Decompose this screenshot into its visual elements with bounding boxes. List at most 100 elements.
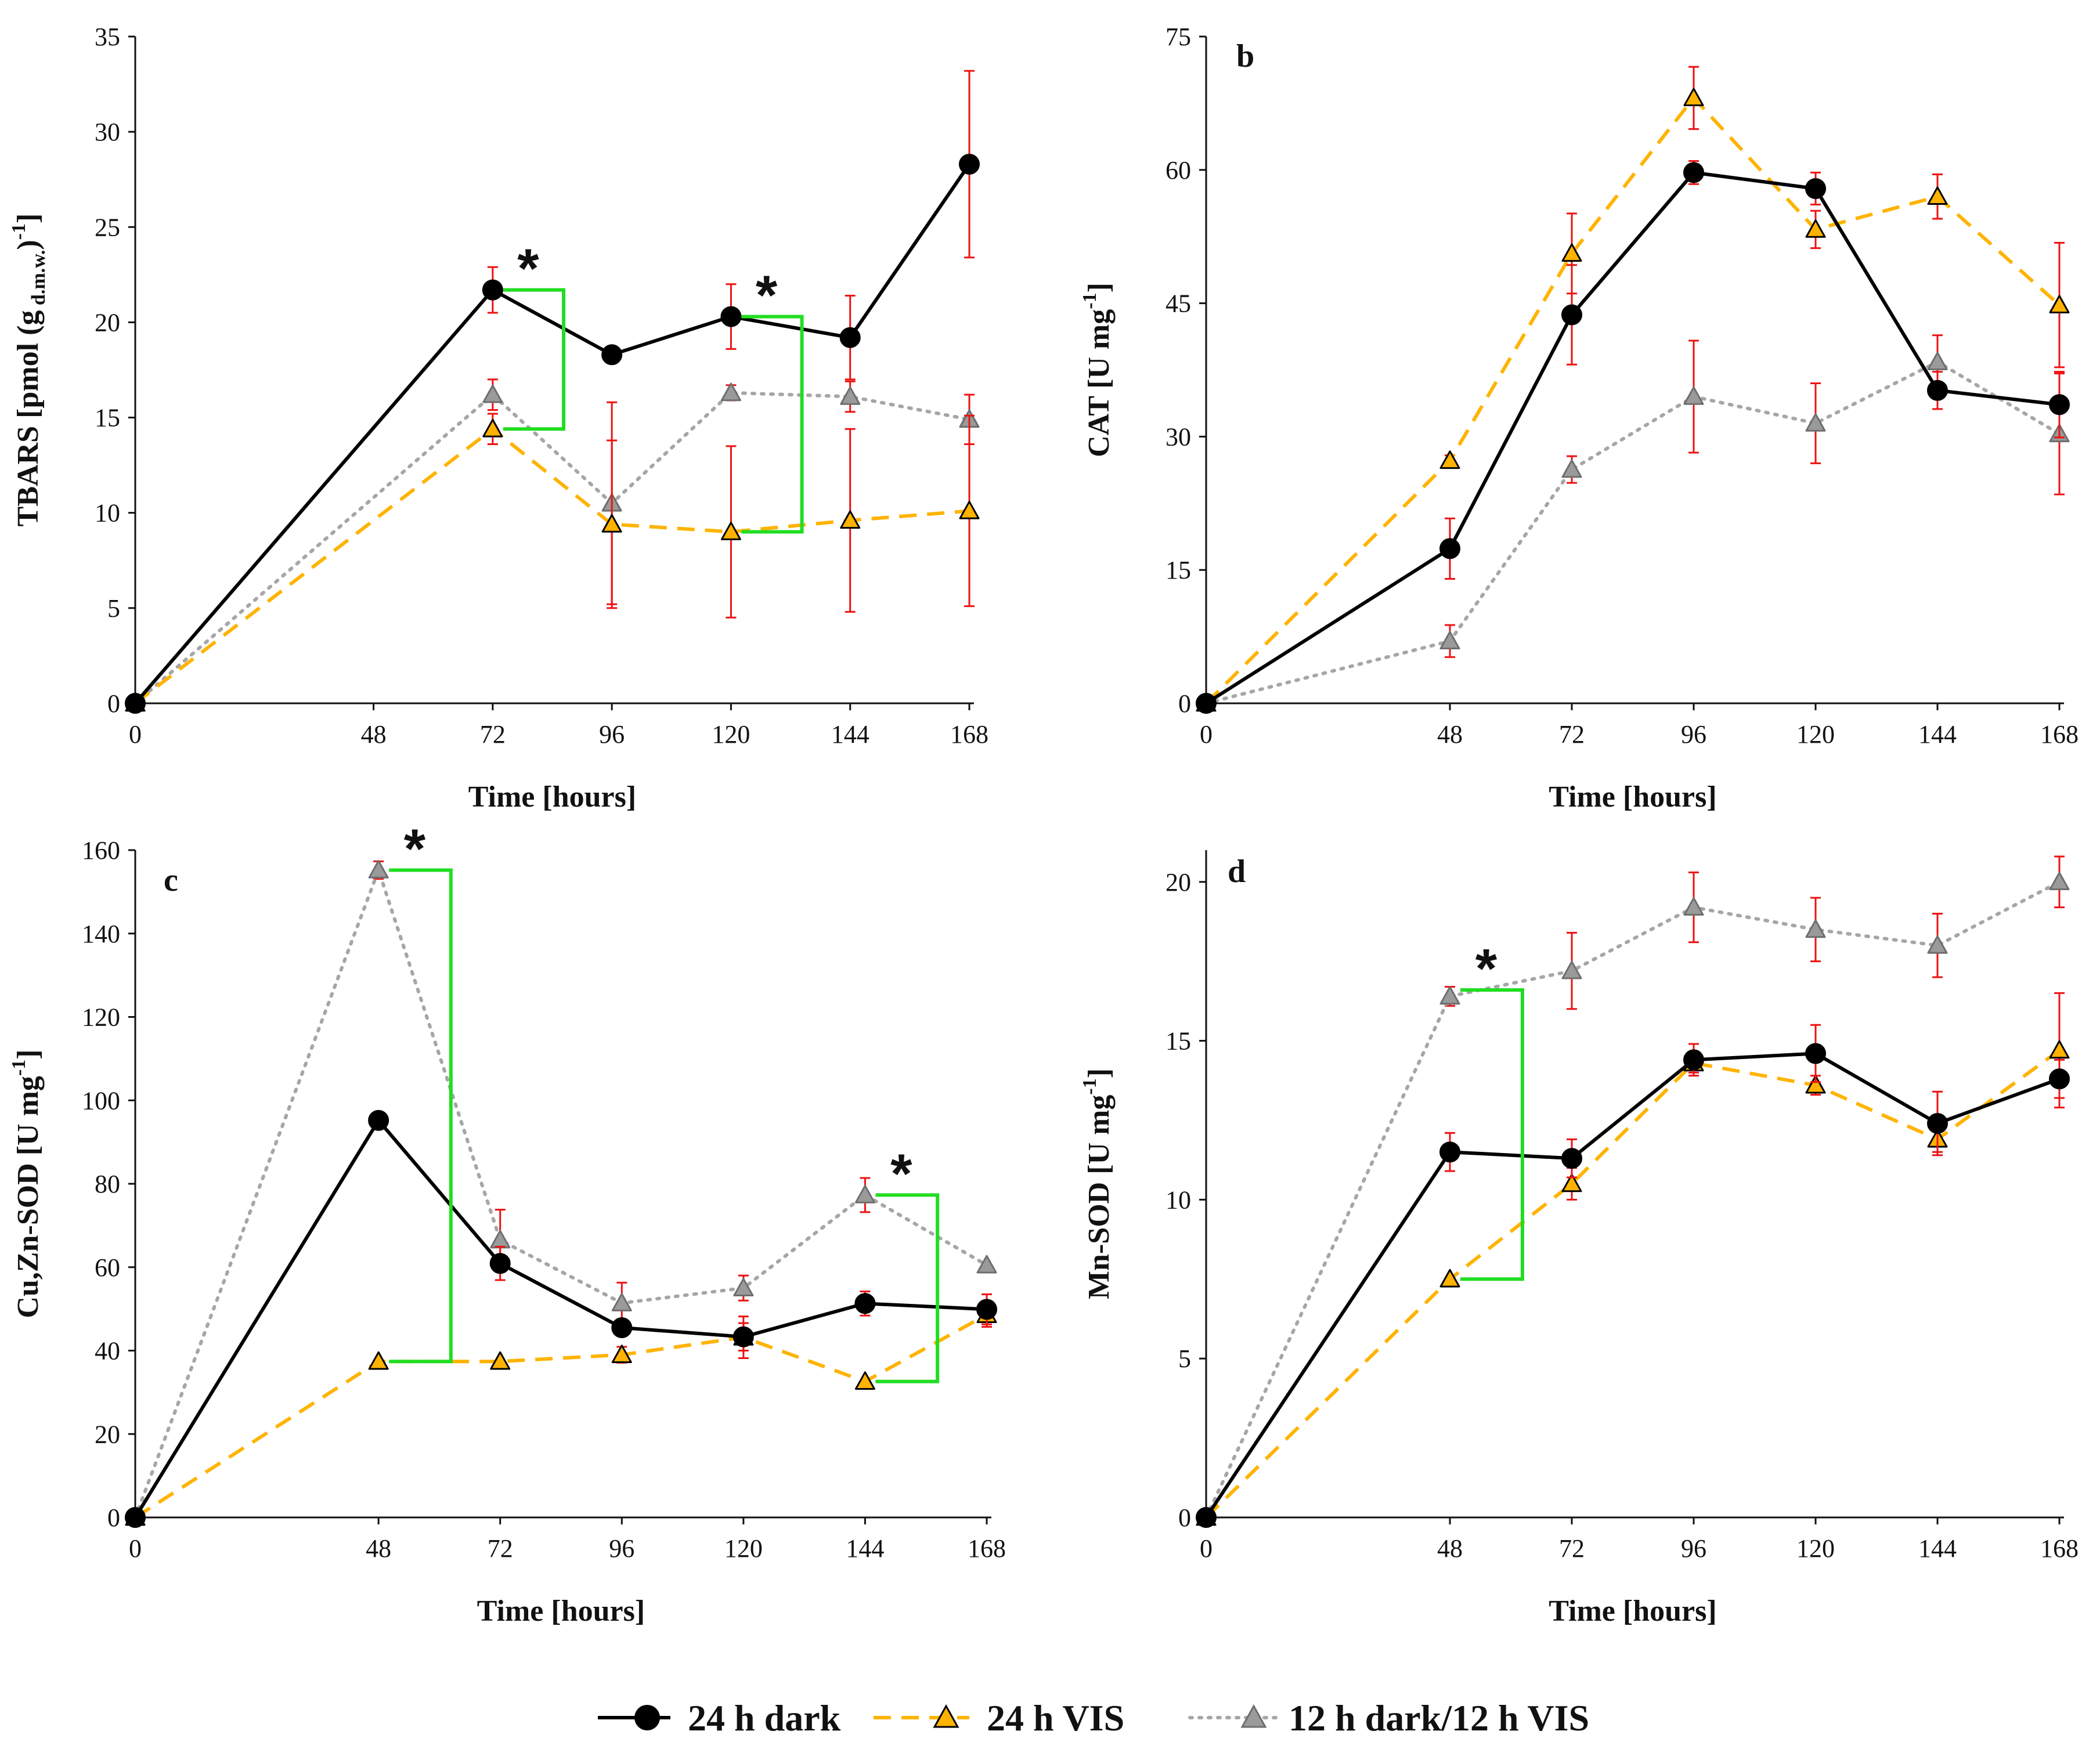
data-point [720,382,741,402]
data-point [490,1351,511,1370]
data-point [611,1317,633,1338]
y-label-main: CAT [U mg [1083,309,1116,457]
data-point [959,153,980,175]
y-tick-label: 20 [1166,868,1191,897]
legend-item: 24 h VIS [874,1697,1124,1739]
panel-b-cat-chart: 0 15 30 45 60 75 0 48 72 96 120 144 168 Time [hours] C… [1079,23,2079,814]
x-tick-label: 96 [609,1534,634,1563]
bracket-line [389,868,453,1364]
x-tick-label: 168 [2040,720,2079,749]
panel-c-cuzn-sod-chart: 0 20 40 60 80 100 120 140 160 0 48 72 96 120 144 168 Tim… [8,818,1006,1628]
data-point [2049,1040,2070,1059]
y-tick-label: 100 [82,1086,120,1115]
x-tick-label: 0 [1200,720,1213,749]
data-point [1805,919,1826,938]
significance-bracket: * [389,818,453,1364]
x-tick-label: 144 [1918,1534,1957,1563]
x-tick-label: 120 [1796,720,1835,749]
data-point [976,1255,997,1274]
y-label-end: ] [1083,1068,1116,1078]
bracket-line [875,1193,940,1383]
data-point [1927,352,1948,371]
y-tick-label: 30 [1166,422,1191,451]
significance-bracket: * [875,1143,940,1383]
data-point [1439,631,1460,650]
y-tick-label: 40 [95,1337,120,1365]
data-point [601,514,622,533]
y-tick-label: 5 [107,594,120,623]
series-line [133,391,971,705]
y-tick-label: 20 [95,1420,120,1448]
data-point [368,1351,389,1370]
x-tick-label: 0 [129,720,142,749]
data-point [1439,538,1460,559]
series-line [133,868,988,1519]
y-label-end: ] [12,1049,45,1059]
y-tick-label: 10 [1166,1186,1191,1214]
series-line [133,163,971,704]
x-tick-label: 144 [846,1534,884,1563]
data-point [840,386,861,405]
x-tick-label: 96 [1681,720,1706,749]
data-point [601,344,623,366]
x-axis-label: Time [hours] [1549,780,1716,814]
data-point [1561,1148,1582,1169]
data-point [611,1345,632,1363]
y-axis-label: CAT [U mg-1] [1079,283,1116,457]
x-tick-label: 168 [2040,1534,2079,1563]
series-24-h-vis [1196,992,2070,1526]
y-axis-label: Mn-SOD [U mg-1] [1079,1068,1116,1299]
series-line [1204,360,2061,705]
data-point [2049,1068,2070,1090]
series-12-h-dark-12-h-vis [125,860,997,1526]
series-line [134,427,970,705]
y-tick-label: 15 [1166,556,1191,584]
y-label-superscript: -1 [1079,1078,1100,1094]
data-point [854,1293,876,1314]
x-tick-label: 144 [831,720,869,749]
data-point [482,384,503,403]
data-point [1927,935,1948,954]
legend: 24 h dark 24 h VIS 12 h dark/12 h VIS [598,1697,1589,1739]
data-point [854,1371,875,1390]
x-tick-label: 120 [724,1534,763,1563]
data-point [1683,88,1704,107]
data-point [2049,295,2070,313]
legend-label: 24 h VIS [987,1697,1124,1739]
data-point [1439,1141,1460,1163]
x-tick-label: 168 [950,720,988,749]
series-line [1204,880,2061,1519]
panel-a-tbars-chart: 0 5 10 15 20 25 30 35 0 48 72 96 120 144 168 Time [hour… [8,23,988,814]
data-point [1927,380,1948,401]
data-point [1561,1173,1582,1192]
y-axis-label: TBARS [pmol (g d.m.w.)-1] [8,214,49,527]
x-tick-label: 48 [1437,1534,1463,1563]
data-point [854,1184,875,1204]
y-tick-label: 20 [95,308,120,337]
data-point [1927,1112,1948,1134]
y-tick-label: 60 [95,1253,120,1282]
x-tick-label: 144 [1918,720,1957,749]
series-line [134,1313,988,1519]
data-point [1683,897,1704,916]
data-point [490,1230,511,1249]
x-tick-label: 72 [1559,1534,1585,1563]
y-label-main: Mn-SOD [U mg [1083,1095,1116,1299]
y-axis-label: Cu,Zn-SOD [U mg-1] [8,1049,45,1318]
legend-label: 24 h dark [688,1697,841,1739]
data-point [959,500,980,519]
y-tick-label: 35 [95,23,120,51]
x-tick-label: 120 [712,720,750,749]
legend-item: 24 h dark [598,1697,841,1739]
data-point [1561,304,1582,326]
y-tick-label: 0 [1178,689,1191,718]
data-point [482,279,503,301]
x-tick-label: 168 [968,1534,1006,1563]
data-point [1683,386,1704,405]
data-point [1439,986,1460,1005]
significance-bracket: * [1460,938,1524,1281]
legend-marker [933,1704,959,1728]
x-tick-label: 48 [1437,720,1463,749]
series-24-h-vis [125,1302,997,1526]
